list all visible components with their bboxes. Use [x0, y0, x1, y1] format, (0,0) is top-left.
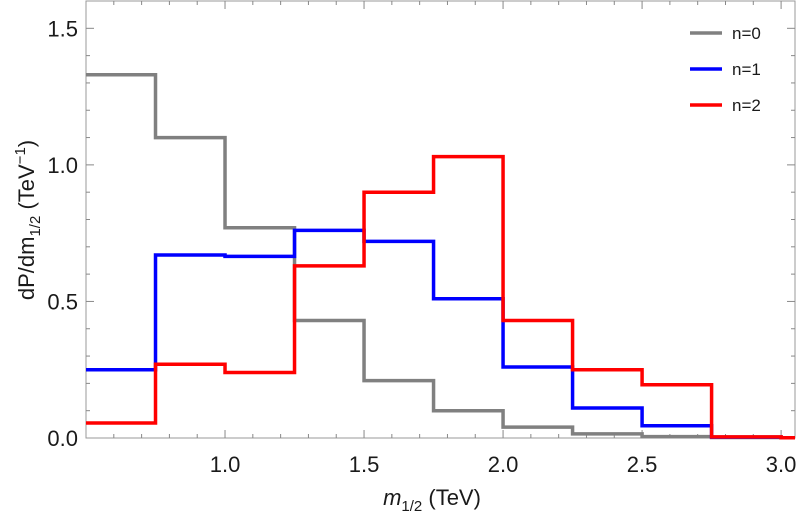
ticks [86, 1, 795, 438]
y-axis-title-main: dP/dm [14, 237, 39, 301]
plot-frame [85, 0, 796, 439]
x-axis-title-main: m [383, 485, 401, 510]
y-axis-title-sub: 1/2 [27, 216, 44, 237]
series-line-n2 [86, 154, 795, 440]
x-tick-label: 3.0 [766, 452, 797, 477]
x-tick-labels: 1.0 1.5 2.0 2.5 3.0 [210, 452, 797, 477]
y-axis-title-unit-open: (TeV [14, 164, 39, 216]
y-tick-label: 0.0 [47, 426, 78, 451]
y-axis-title-unit-close: ) [14, 140, 39, 147]
x-tick-label: 2.0 [488, 452, 519, 477]
y-tick-label: 0.5 [47, 289, 78, 314]
x-tick-label: 1.0 [210, 452, 241, 477]
x-tick-label: 2.5 [627, 452, 658, 477]
legend: n=0 n=1 n=2 [690, 24, 761, 115]
legend-label-n1: n=1 [732, 60, 761, 79]
y-tick-label: 1.0 [47, 153, 78, 178]
y-axis-title-sup: −1 [12, 147, 29, 164]
x-axis-title-sub: 1/2 [401, 498, 422, 515]
series-group [86, 72, 795, 440]
y-tick-label: 1.5 [47, 16, 78, 41]
legend-label-n2: n=2 [732, 96, 761, 115]
series-line-n1 [86, 228, 795, 440]
y-tick-labels: 0.0 0.5 1.0 1.5 [47, 16, 78, 451]
x-axis-title-unit: (TeV) [422, 485, 481, 510]
x-axis-title: m1/2 (TeV) [383, 485, 481, 515]
legend-label-n0: n=0 [732, 24, 761, 43]
y-axis-title: dP/dm1/2 (TeV−1) [12, 140, 44, 300]
x-tick-label: 1.5 [349, 452, 380, 477]
